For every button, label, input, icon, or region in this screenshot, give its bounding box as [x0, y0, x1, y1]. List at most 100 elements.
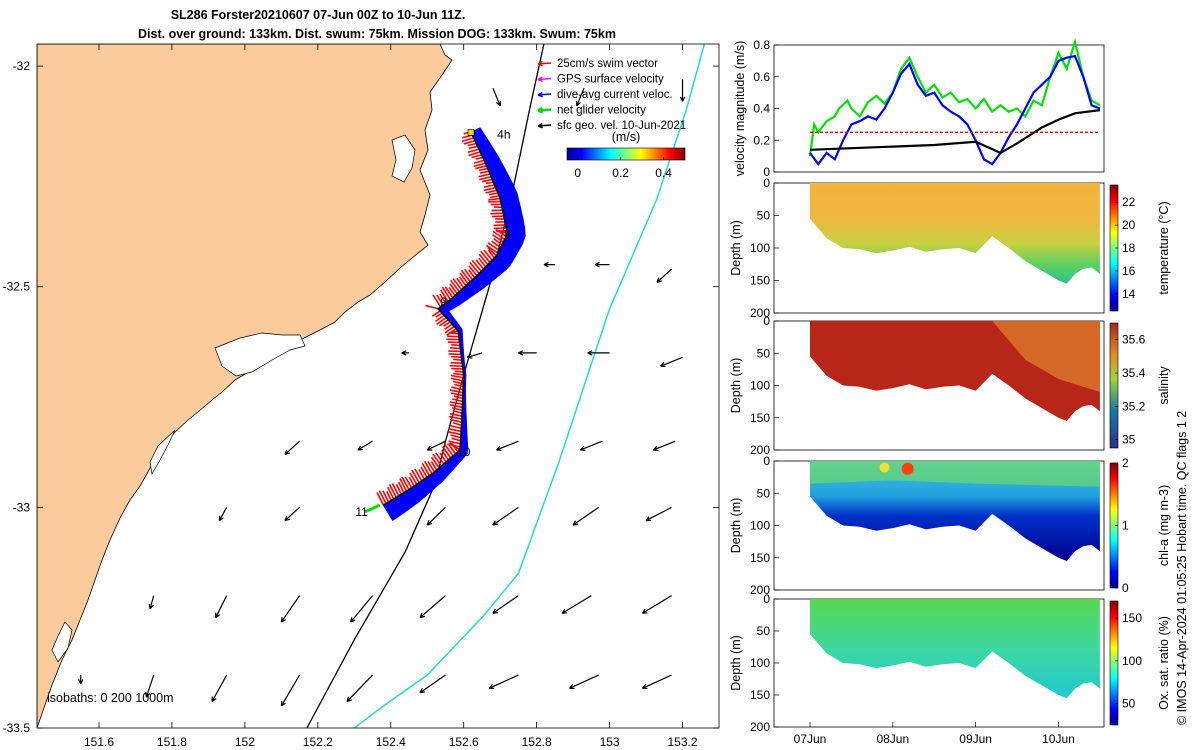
colorbar-label: chl-a (mg m-3) — [1157, 485, 1171, 566]
time-axis-tick-label: 09Jun — [959, 732, 992, 746]
section-colorbar — [1109, 600, 1119, 726]
map-legend: 25cm/s swim vector GPS surface velocity di… — [537, 58, 686, 132]
geo-velocity-arrow — [569, 674, 599, 690]
section-feature — [879, 462, 890, 473]
geo-velocity-arrow — [492, 595, 519, 614]
map-x-tick-label: 153.2 — [668, 735, 698, 749]
geo-velocity-arrow — [488, 674, 519, 690]
map-y-tick-label: -32.5 — [3, 280, 31, 294]
figure-title-line1: SL286 Forster20210607 07-Jun 00Z to 10-J… — [171, 8, 466, 22]
section-y-tick-label: 100 — [750, 241, 770, 255]
legend-entry: dive-avg current veloc. — [537, 89, 673, 101]
track-time-labels: 4h 8 9 10 11 — [355, 127, 511, 518]
geo-velocity-arrow — [218, 507, 228, 522]
geo-velocity-arrow — [346, 674, 373, 703]
colorbar-tick-label: 35.4 — [1122, 366, 1146, 380]
legend-label: sfc geo. vel. 10-Jun-2021 — [557, 120, 686, 132]
section-feature — [901, 462, 914, 475]
velocity-y-tick-label: 0.6 — [753, 70, 770, 84]
time-label: 8 — [504, 227, 511, 241]
geo-velocity-arrow — [284, 440, 300, 455]
colorbar-tick-label: 0 — [574, 166, 581, 180]
time-axis-tick-label: 10Jun — [1042, 732, 1075, 746]
section-y-tick-label: 0 — [763, 314, 770, 328]
velocity-y-tick-label: 0 — [763, 165, 770, 179]
map-x-tick-label: 151.8 — [157, 735, 187, 749]
geo-velocity-arrow — [587, 350, 610, 356]
colorbar-label: Ox. sat. ratio (%) — [1157, 616, 1171, 710]
colorbar-tick-label: 1 — [1122, 519, 1129, 533]
section-y-tick-label: 0 — [763, 176, 770, 190]
start-marker — [467, 128, 475, 136]
map-x-tick-label: 152.6 — [449, 735, 479, 749]
time-label: 4h — [497, 127, 510, 141]
section-y-tick-label: 50 — [757, 624, 771, 638]
section-y-tick-label: 50 — [757, 346, 771, 360]
lake — [391, 134, 416, 183]
glider-track-line — [383, 131, 509, 506]
geo-velocity-arrow — [426, 506, 446, 526]
section-y-axis-label: Depth (m) — [729, 220, 743, 276]
colorbar-tick-label: 18 — [1122, 241, 1136, 255]
section-colorbar — [1109, 322, 1119, 449]
velocity-y-tick-label: 0.8 — [753, 38, 770, 52]
section-y-tick-label: 50 — [757, 209, 771, 223]
geo-velocity-arrow — [561, 595, 592, 614]
map-x-tick-label: 152 — [235, 735, 255, 749]
time-label: 10 — [457, 445, 471, 459]
colorbar-tick-label: 35.2 — [1122, 399, 1146, 413]
geo-velocity-arrow — [401, 350, 409, 356]
velocity-series — [808, 37, 1101, 157]
glider-track — [364, 127, 526, 522]
map-x-tick-label: 152.4 — [376, 735, 406, 749]
lake — [51, 621, 73, 663]
section-y-tick-label: 150 — [750, 411, 770, 425]
geo-velocity-arrow — [645, 506, 672, 522]
right-panels: 0 0.2 0.4 0.6 0.8 velocity magnitude (m/s) 0 50… — [729, 37, 1171, 746]
oxygen-section-panel: 0 50 100 150 200 Depth (m) 50 100 150 Ox. sat. ra… — [729, 592, 1171, 734]
section-y-tick-label: 100 — [750, 656, 770, 670]
section-data-area — [810, 599, 1100, 699]
legend-entry: sfc geo. vel. 10-Jun-2021 — [537, 120, 686, 132]
map-x-tick-label: 152.2 — [303, 735, 333, 749]
geo-velocity-arrow — [280, 674, 301, 707]
geo-velocity-arrow — [357, 440, 373, 451]
lake — [149, 429, 176, 476]
velocity-series — [809, 54, 1101, 166]
legend-label: GPS surface velocity — [557, 74, 664, 86]
colorbar-label: salinity — [1157, 366, 1171, 405]
colorbar-tick-label: 14 — [1122, 287, 1136, 301]
colorbar-tick-label: 2 — [1122, 456, 1129, 470]
net-glider-velocity — [364, 503, 381, 514]
colorbar-tick-label: 150 — [1122, 611, 1142, 625]
section-data-area — [810, 183, 1100, 284]
track-map: 4h 8 9 10 11 151.6 151.8 152 152.2 152.4 152.6 152… — [3, 43, 720, 749]
velocity-y-tick-label: 0.4 — [753, 102, 770, 116]
isobath-1000m — [353, 44, 706, 728]
colorbar-tick-label: 35.6 — [1122, 333, 1146, 347]
salinity-section-panel: 0 50 100 150 200 Depth (m) 35 35.2 35.4 35.6 salin… — [729, 314, 1171, 457]
colorbar-tick-label: 20 — [1122, 218, 1136, 232]
geo-velocity-arrow — [211, 674, 228, 703]
section-y-tick-label: 100 — [750, 519, 770, 533]
geo-velocity-arrow — [575, 87, 585, 107]
time-label: 9 — [440, 295, 447, 309]
geo-velocity-arrow — [426, 440, 446, 451]
credit-text: © IMOS 14-Apr-2024 01:05:25 Hobart time.… — [1175, 411, 1189, 725]
geo-velocity-arrow — [656, 268, 672, 283]
legend-label: net glider velocity — [557, 105, 646, 117]
velocity-y-axis-label: velocity magnitude (m/s) — [733, 41, 747, 176]
legend-entry: net glider velocity — [537, 105, 646, 117]
colorbar-tick-label: 100 — [1122, 654, 1142, 668]
map-x-tick-label: 153 — [600, 735, 620, 749]
geo-velocity-arrow — [579, 440, 603, 451]
geo-velocity-arrow — [652, 440, 676, 451]
map-y-tick-label: -33.5 — [3, 721, 31, 735]
geo-velocity-arrow — [679, 79, 686, 102]
colorbar-tick-label: 0.2 — [612, 166, 629, 180]
geo-velocity-arrow — [641, 674, 672, 690]
section-data-area — [810, 461, 1100, 561]
map-axes: 151.6 151.8 152 152.2 152.4 152.6 152.8 153 153.… — [3, 44, 719, 749]
geo-velocity-arrow — [641, 595, 672, 614]
section-y-tick-label: 150 — [750, 551, 770, 565]
